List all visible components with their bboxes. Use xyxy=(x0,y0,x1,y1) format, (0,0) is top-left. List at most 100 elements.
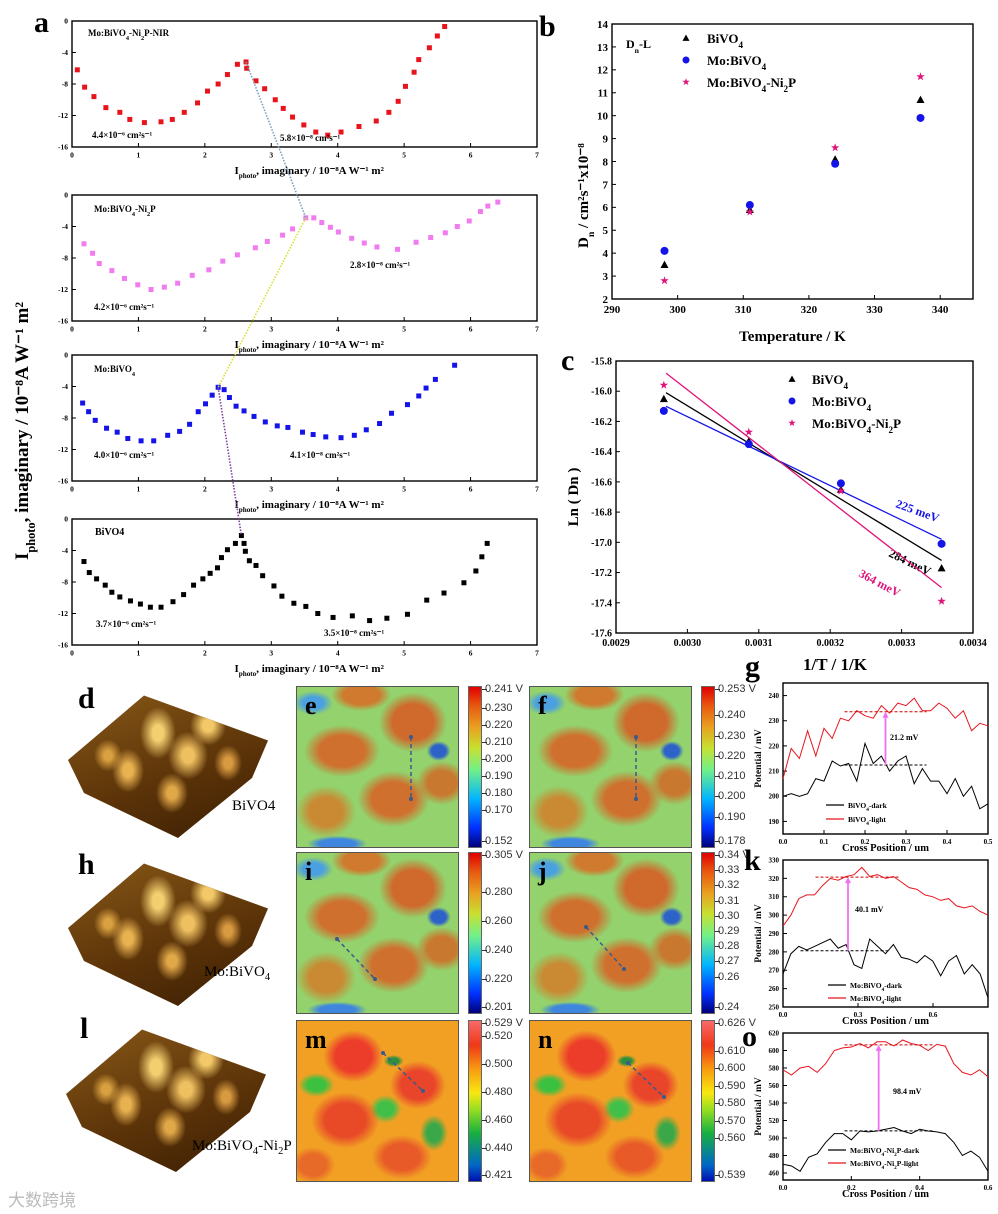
x-tick-label: 0.2 xyxy=(861,838,870,846)
data-point xyxy=(831,155,840,163)
subplot-title: BiVO4 xyxy=(95,527,124,538)
x-axis-label: Iphoto, imaginary / 10⁻⁸A W⁻¹ m² xyxy=(235,165,385,180)
data-point xyxy=(374,244,380,250)
data-point xyxy=(373,118,379,124)
y-tick-label: 6 xyxy=(603,202,609,214)
data-point xyxy=(384,615,390,621)
x-tick-label: 0.0032 xyxy=(816,638,844,649)
colorbar-tick-label: 0.610 xyxy=(718,1044,746,1057)
x-axis-label: Cross Position / um xyxy=(842,1189,929,1200)
colorbar-tick-label: 0.440 xyxy=(485,1142,513,1155)
y-tick-label: 540 xyxy=(769,1099,780,1107)
colorbar-tick-label: 0.210 xyxy=(718,770,746,783)
data-point xyxy=(200,576,206,582)
data-point xyxy=(264,238,270,244)
data-point xyxy=(148,287,154,292)
x-tick-label: 310 xyxy=(735,304,752,316)
diffusion-coefficient-label: 4.0×10⁻⁶ cm²s⁻¹ xyxy=(94,450,155,460)
colorbar-tick xyxy=(482,776,487,778)
data-point xyxy=(175,280,181,286)
y-tick-label: -12 xyxy=(58,609,68,618)
data-point xyxy=(363,427,369,433)
data-point xyxy=(86,570,92,576)
legend-label: Mo:BiVO4 xyxy=(707,53,767,72)
kpfm-map-f: f xyxy=(529,686,692,848)
legend-marker xyxy=(788,419,796,427)
y-tick-label: 280 xyxy=(769,948,780,956)
legend-label: BiVO4 xyxy=(707,31,744,50)
data-point xyxy=(209,392,215,398)
diffusion-coefficient-label: 3.5×10⁻⁸ cm²s⁻¹ xyxy=(324,628,385,638)
x-tick-label: 330 xyxy=(866,304,883,316)
colorbar-tick xyxy=(715,976,720,978)
data-point xyxy=(454,224,460,229)
y-tick-label: 600 xyxy=(769,1047,780,1055)
data-point xyxy=(96,261,102,267)
data-point xyxy=(253,78,259,84)
data-point xyxy=(416,393,422,399)
x-tick-label: 2 xyxy=(203,485,207,494)
colorbar-tick-label: 0.201 xyxy=(485,1001,513,1013)
x-tick-label: 5 xyxy=(402,325,406,334)
legend-marker xyxy=(682,34,690,41)
colorbar-tick-label: 0.27 xyxy=(718,955,740,968)
subplot-title: Mo:BiVO4-Ni2P xyxy=(94,204,156,218)
x-tick-label: 1 xyxy=(137,485,141,494)
y-tick-label: 2 xyxy=(603,294,609,306)
y-tick-label: -15.8 xyxy=(591,357,612,368)
plot-a1-frame xyxy=(71,20,538,148)
data-point xyxy=(158,119,164,125)
data-point xyxy=(251,413,257,419)
data-point xyxy=(260,573,266,579)
data-point xyxy=(744,437,753,445)
legend-label: BiVO4-dark xyxy=(848,801,888,813)
y-tick-label: 260 xyxy=(769,985,780,993)
data-point xyxy=(466,218,472,224)
x-tick-label: 0 xyxy=(70,485,74,494)
data-point xyxy=(243,59,249,65)
data-point xyxy=(151,438,157,444)
panel-letter-e: e xyxy=(305,691,317,720)
data-point xyxy=(117,594,123,600)
data-point xyxy=(836,485,845,493)
x-tick-label: 0.6 xyxy=(929,1011,938,1019)
panel-letter-g: g xyxy=(745,650,760,683)
activation-energy-label: 284 meV xyxy=(887,546,934,578)
data-point xyxy=(404,402,410,408)
x-tick-label: 4 xyxy=(336,325,340,334)
y-tick-label: 580 xyxy=(769,1064,780,1072)
data-point xyxy=(937,596,946,605)
y-axis-label: Dn / cm²s⁻¹x10⁻⁸ xyxy=(576,143,597,248)
colorbar-tick xyxy=(715,816,720,818)
data-point xyxy=(135,282,141,288)
data-point xyxy=(323,434,329,440)
peak-connector-line xyxy=(217,217,307,388)
colorbar-tick-label: 0.190 xyxy=(485,770,513,783)
data-point xyxy=(916,72,925,81)
x-tick-label: 3 xyxy=(269,325,273,334)
colorbar-tick xyxy=(715,855,720,856)
kpfm-map-n: n xyxy=(529,1020,692,1182)
data-point xyxy=(303,603,309,609)
data-point xyxy=(177,428,183,434)
x-tick-label: 0 xyxy=(70,151,74,160)
y-tick-label: 8 xyxy=(603,156,609,168)
plot-a2-frame xyxy=(71,194,538,322)
data-point xyxy=(836,486,846,495)
afm-label: BiVO4 xyxy=(232,798,276,814)
data-point xyxy=(170,599,176,605)
data-point xyxy=(241,408,247,414)
y-tick-label: 200 xyxy=(769,793,780,801)
y-tick-label: -16.0 xyxy=(591,387,612,398)
x-axis-label: 1/T / 1/K xyxy=(803,655,868,674)
y-tick-label: 10 xyxy=(597,111,609,123)
data-point xyxy=(478,209,484,215)
x-axis-label: Cross Position / um xyxy=(842,843,929,854)
colorbar-tick xyxy=(715,931,720,932)
x-tick-label: 0.4 xyxy=(915,1184,924,1192)
data-point xyxy=(215,384,221,390)
y-axis-label: Potential / mV xyxy=(754,729,764,788)
data-point xyxy=(241,540,247,546)
y-tick-label: -16 xyxy=(58,641,68,650)
data-point xyxy=(262,86,268,92)
